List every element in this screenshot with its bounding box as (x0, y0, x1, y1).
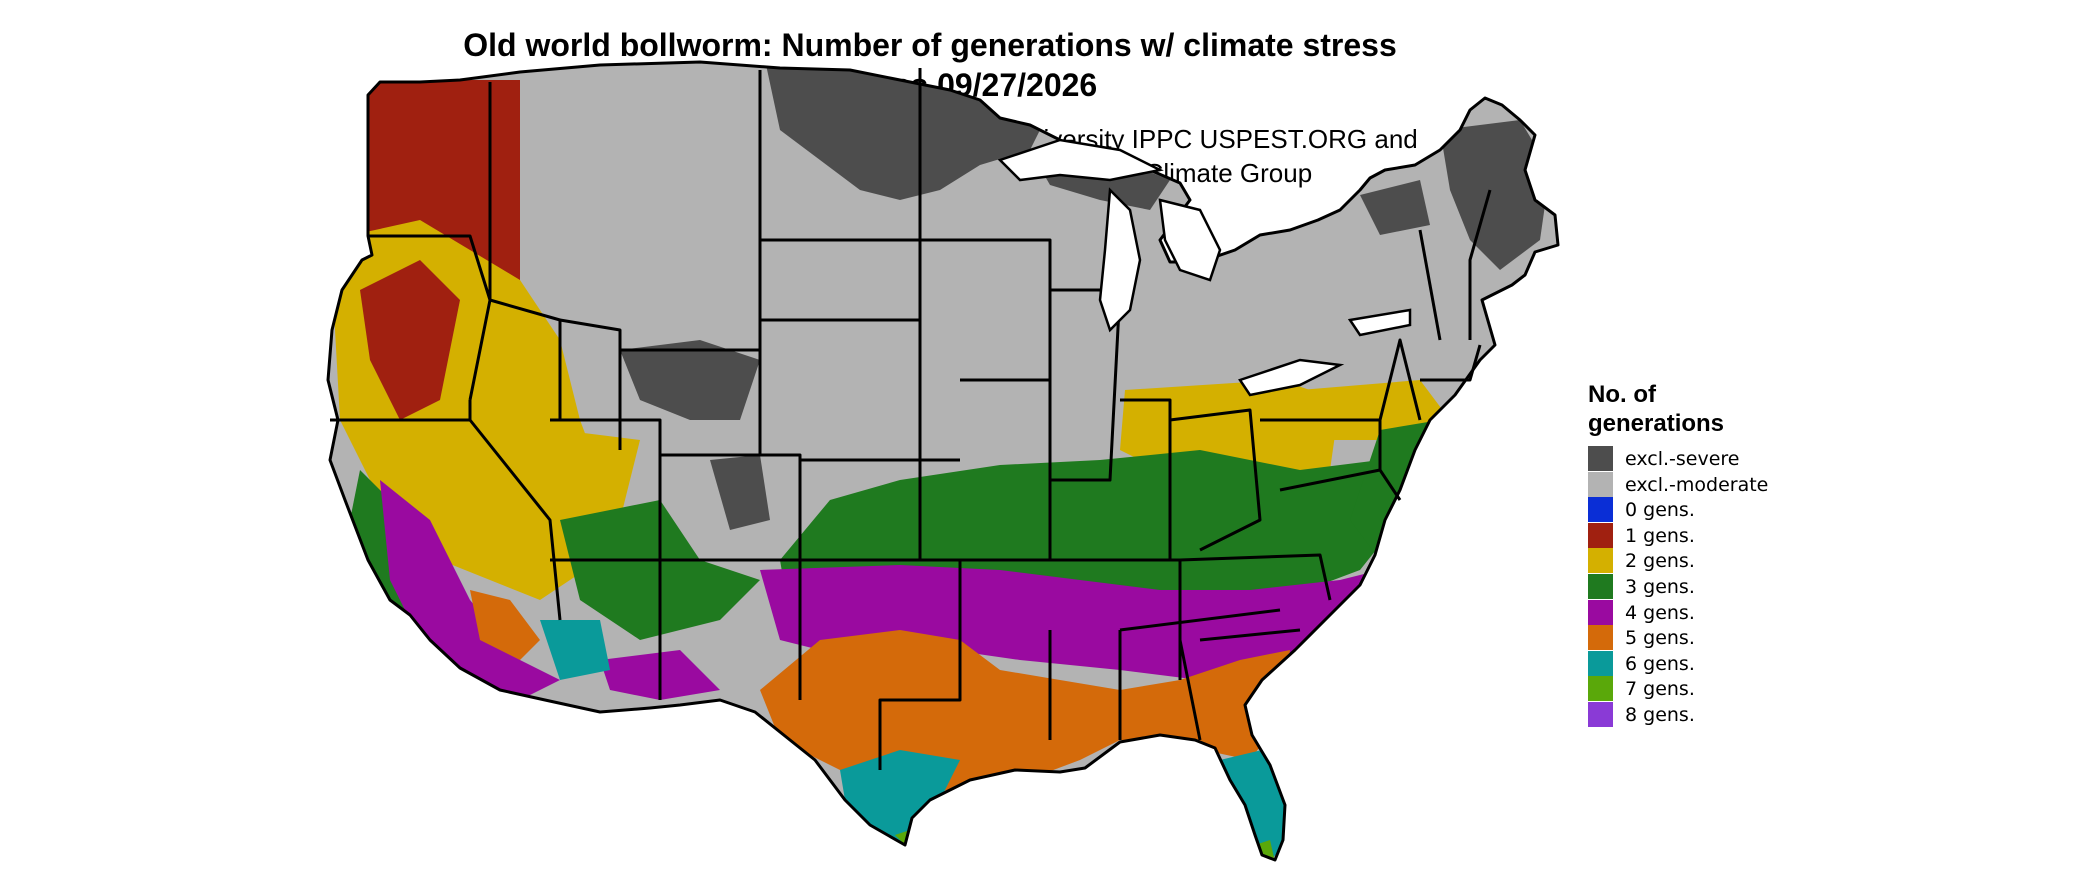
zone-6-gens-texas-coast (840, 750, 960, 845)
zone-4-gens-south (760, 565, 1380, 680)
legend-label: 7 gens. (1625, 678, 1695, 701)
map-title-line-1: Old world bollworm: Number of generation… (463, 27, 1397, 63)
zone-excl-severe-colorado (710, 455, 770, 530)
lake-erie (1238, 358, 1345, 397)
great-lakes (997, 138, 1412, 397)
legend-label: 6 gens. (1625, 652, 1695, 675)
zone-6-gens-arizona (540, 620, 610, 680)
legend-label: 8 gens. (1625, 703, 1695, 726)
legend-swatch (1588, 676, 1613, 702)
legend-item: 8 gens. (1588, 701, 1888, 728)
zone-excl-severe-rockies (620, 340, 760, 420)
legend-items: excl.-severe excl.-moderate 0 gens. 1 gens.… (1588, 446, 1888, 728)
legend-swatch (1588, 573, 1613, 599)
legend-swatch (1588, 446, 1613, 471)
legend-item: 4 gens. (1588, 599, 1888, 626)
legend: No. of generations excl.-severe excl.-mod… (1588, 380, 1888, 728)
zone-1-gen-cascades (360, 260, 460, 420)
zone-excl-severe-new-england (1440, 120, 1550, 270)
legend-item: 7 gens. (1588, 676, 1888, 702)
legend-label: 0 gens. (1625, 499, 1695, 522)
legend-item: 0 gens. (1588, 497, 1888, 523)
legend-title-line-2: generations (1588, 410, 1725, 437)
zone-excl-severe-adirondacks (1360, 180, 1430, 235)
legend-item: 2 gens. (1588, 548, 1888, 574)
lake-superior (997, 138, 1164, 182)
legend-item: 3 gens. (1588, 573, 1888, 600)
legend-label: 5 gens. (1625, 627, 1695, 650)
legend-label: 4 gens. (1625, 601, 1695, 624)
legend-swatch (1588, 625, 1613, 651)
legend-item: excl.-moderate (1588, 471, 1888, 498)
legend-title-line-1: No. of (1588, 381, 1656, 408)
legend-item: 6 gens. (1588, 650, 1888, 677)
zone-4-gens-california (380, 480, 560, 700)
legend-swatch (1588, 548, 1613, 574)
legend-swatch (1588, 522, 1613, 548)
legend-swatch (1588, 497, 1613, 523)
legend-label: excl.-severe (1625, 448, 1740, 470)
zone-5-gens-desert (470, 590, 540, 660)
lake-ontario (1347, 308, 1412, 337)
legend-item: 1 gens. (1588, 522, 1888, 549)
legend-swatch (1588, 471, 1613, 497)
state-boundaries (326, 60, 1560, 862)
lake-michigan (1098, 187, 1142, 333)
zone-6-gens-florida (1220, 750, 1285, 860)
legend-label: 2 gens. (1625, 550, 1695, 573)
legend-title: No. of generations (1588, 380, 1888, 438)
legend-swatch (1588, 650, 1613, 676)
legend-label: excl.-moderate (1625, 473, 1769, 496)
legend-label: 1 gens. (1625, 524, 1695, 547)
legend-item: 5 gens. (1588, 625, 1888, 651)
lake-huron (1158, 198, 1222, 282)
legend-label: 3 gens. (1625, 575, 1695, 598)
legend-item: excl.-severe (1588, 446, 1888, 472)
legend-swatch (1588, 599, 1613, 625)
legend-swatch (1588, 701, 1613, 727)
